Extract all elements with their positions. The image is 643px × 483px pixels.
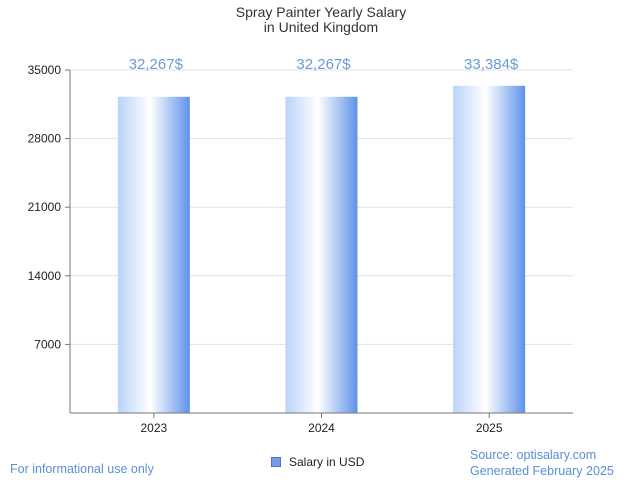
y-tick-label: 28000 <box>28 132 62 146</box>
disclaimer-text: For informational use only <box>10 462 154 476</box>
bar-2024[interactable] <box>285 96 358 414</box>
data-label-2025: 33,384$ <box>464 56 519 73</box>
chart-title-line-1: Spray Painter Yearly Salary <box>236 4 406 20</box>
x-tick-label: 2023 <box>140 421 167 435</box>
chart-title-line-2: in United Kingdom <box>264 19 378 35</box>
generated-text: Generated February 2025 <box>470 464 614 478</box>
data-label-2024: 32,267$ <box>296 56 351 73</box>
legend[interactable]: Salary in USD <box>271 455 364 469</box>
y-tick-label: 14000 <box>28 269 62 283</box>
legend-swatch <box>271 457 281 467</box>
source-block: Source: optisalary.com Generated Februar… <box>470 447 614 479</box>
y-tick-label: 35000 <box>28 63 62 77</box>
source-text: Source: optisalary.com <box>470 448 597 462</box>
bar-2023[interactable] <box>117 96 190 414</box>
y-tick-label: 7000 <box>34 337 61 351</box>
bar-2025[interactable] <box>453 85 526 414</box>
legend-label: Salary in USD <box>289 455 365 469</box>
y-tick-label: 21000 <box>28 200 62 214</box>
data-label-2023: 32,267$ <box>129 56 184 73</box>
x-tick-label: 2024 <box>308 421 335 435</box>
x-tick-label: 2025 <box>476 421 503 435</box>
